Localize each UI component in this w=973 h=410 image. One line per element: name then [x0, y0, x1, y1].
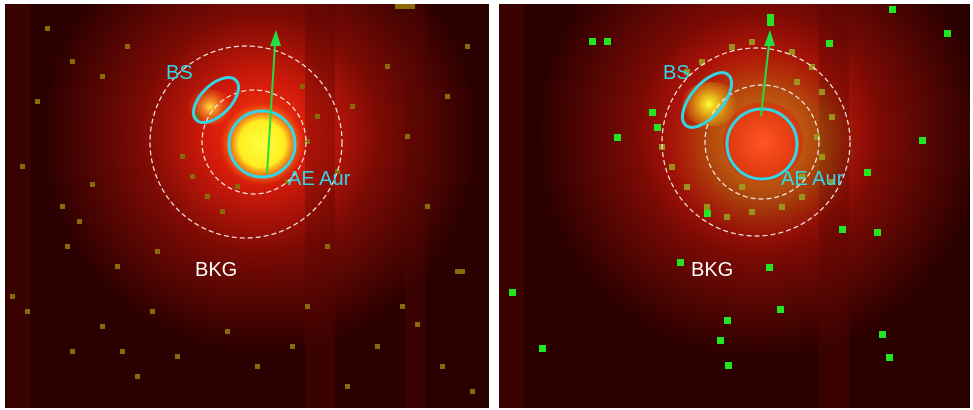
background-ring-outer — [149, 45, 343, 239]
label-bkg: BKG — [691, 259, 733, 281]
label-bkg: BKG — [195, 259, 237, 281]
photon-pixels-left — [10, 4, 475, 394]
image-panel-left: BS AE Aur BKG — [5, 4, 489, 408]
xray-image-right: BS AE Aur BKG — [499, 4, 970, 408]
motion-arrowhead — [270, 30, 281, 46]
motion-arrow — [266, 43, 276, 175]
label-ae-aur: AE Aur — [288, 168, 351, 190]
xray-image-left: BS AE Aur BKG — [5, 4, 489, 408]
bow-shock-region — [681, 71, 733, 129]
bow-shock-region — [192, 76, 240, 124]
image-panel-right: BS AE Aur BKG — [499, 4, 970, 408]
photon-cluster-right — [659, 39, 835, 220]
background-ring-inner — [201, 89, 307, 195]
label-ae-aur: AE Aur — [781, 168, 844, 190]
background-ring-inner — [704, 84, 820, 200]
motion-arrowhead — [764, 30, 775, 46]
motion-arrow — [760, 43, 770, 117]
label-bs: BS — [166, 62, 193, 84]
background-ring-outer — [661, 47, 851, 237]
photon-pixels-right — [509, 6, 951, 369]
source-region — [227, 109, 297, 179]
label-bs: BS — [663, 62, 690, 84]
